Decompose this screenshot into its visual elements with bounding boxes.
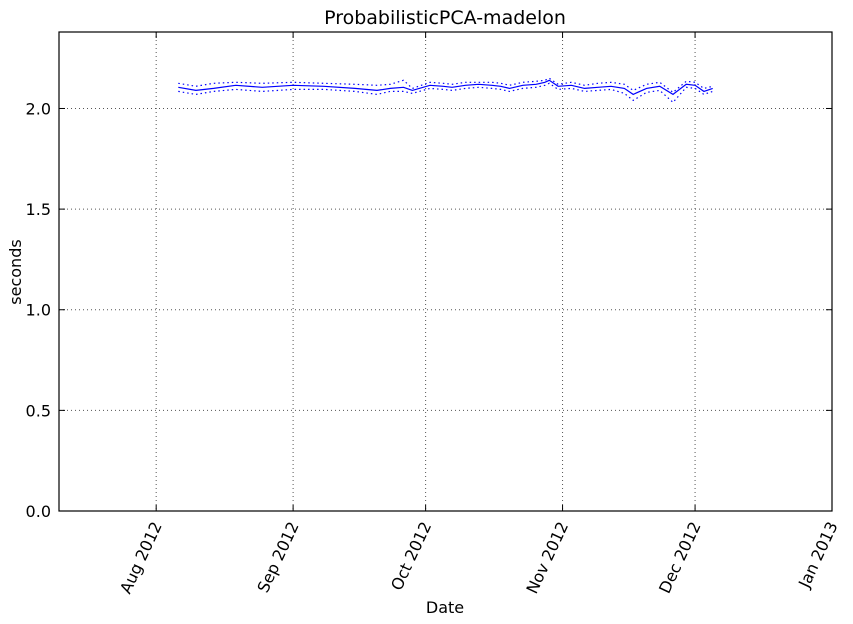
series-bound-line: [178, 77, 713, 94]
series-layer: [178, 77, 713, 104]
chart-title: ProbabilisticPCA-madelon: [324, 7, 566, 29]
series-line: [178, 79, 713, 96]
series-bound-line: [178, 82, 713, 104]
plot-frame: [58, 31, 833, 512]
x-tick-label: Dec 2012: [655, 519, 705, 597]
y-axis-label: seconds: [6, 239, 25, 304]
y-tick-label: 0.5: [26, 401, 51, 420]
x-tick-label: Jan 2013: [794, 519, 841, 592]
y-tick-label: 1.0: [26, 301, 51, 320]
grid: [59, 32, 833, 512]
x-axis-ticks: Aug 2012 Sep 2012 Oct 2012 Nov 2012 Dec 2012…: [116, 32, 842, 597]
x-tick-label: Oct 2012: [387, 519, 435, 594]
y-tick-label: 0.0: [26, 502, 51, 521]
y-axis-ticks: 0.0 0.5 1.0 1.5 2.0: [26, 99, 832, 521]
x-tick-label: Sep 2012: [253, 519, 302, 596]
x-axis-label: Date: [426, 598, 464, 617]
x-tick-label: Aug 2012: [116, 519, 166, 597]
y-tick-label: 1.5: [26, 200, 51, 219]
x-tick-label: Nov 2012: [522, 519, 572, 597]
y-tick-label: 2.0: [26, 99, 51, 118]
